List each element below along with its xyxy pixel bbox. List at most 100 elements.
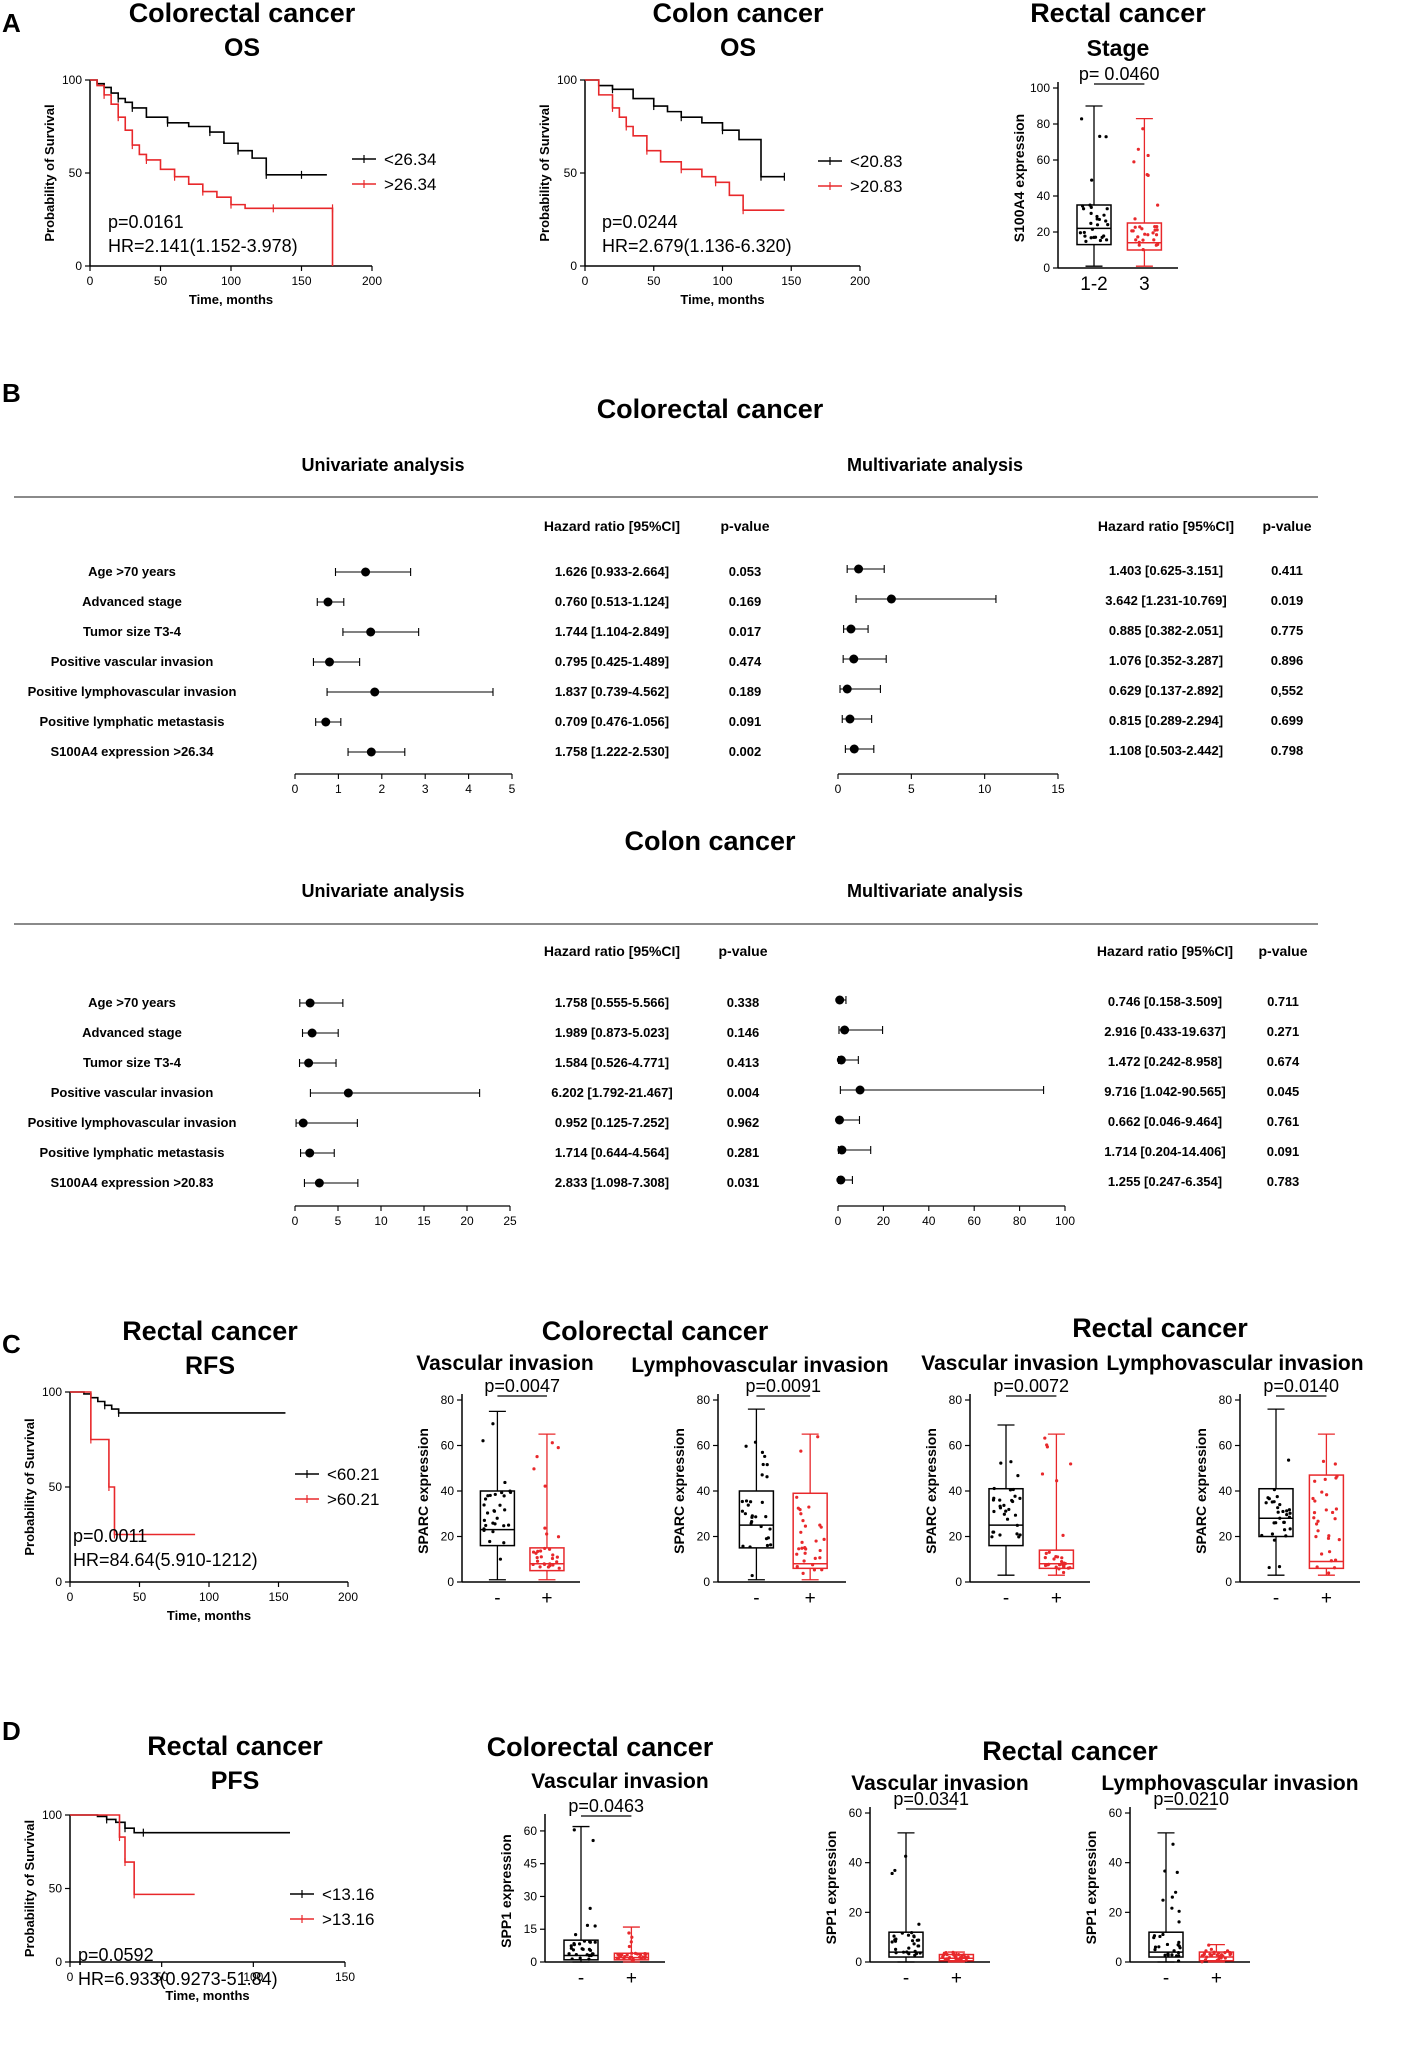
y-tick-label: 60 bbox=[441, 1439, 455, 1453]
data-point bbox=[543, 1546, 547, 1551]
y-tick-label: 0 bbox=[1115, 1955, 1122, 1969]
hr-value: 1.108 [0.503-2.442] bbox=[1109, 743, 1223, 758]
data-point bbox=[814, 1539, 818, 1543]
box-iqr bbox=[1258, 1487, 1294, 1538]
p-column-header: p-value bbox=[718, 943, 767, 959]
data-point bbox=[819, 1525, 823, 1529]
panel-label-b: B bbox=[2, 378, 21, 408]
p-value: 0.146 bbox=[727, 1025, 760, 1040]
survival-curve-high bbox=[585, 79, 785, 211]
data-point bbox=[587, 1947, 592, 1951]
data-point bbox=[630, 1951, 634, 1955]
box-iqr bbox=[563, 1939, 599, 1961]
p-value-label: p=0.0161 bbox=[108, 212, 184, 232]
data-point bbox=[912, 1942, 916, 1946]
x-axis-label: Time, months bbox=[165, 1988, 249, 2003]
hazard-ratio-point bbox=[837, 1145, 847, 1155]
x-tick-label: 0 bbox=[87, 274, 94, 288]
data-point bbox=[570, 1957, 574, 1961]
data-point bbox=[1043, 1563, 1048, 1568]
data-point bbox=[953, 1954, 957, 1958]
data-point bbox=[482, 1518, 486, 1522]
data-point bbox=[1287, 1508, 1292, 1512]
data-point bbox=[1004, 1509, 1008, 1513]
data-point bbox=[1272, 1538, 1277, 1542]
row-label: Positive lymphovascular invasion bbox=[28, 684, 237, 699]
data-point bbox=[768, 1527, 772, 1531]
data-point bbox=[500, 1490, 504, 1495]
legend-label: <60.21 bbox=[327, 1465, 379, 1484]
panel-label-c: C bbox=[2, 1329, 21, 1359]
data-point bbox=[964, 1958, 968, 1962]
hr-value: 0.629 [0.137-2.892] bbox=[1109, 683, 1223, 698]
data-point bbox=[482, 1527, 486, 1531]
x-tick-label: 50 bbox=[154, 274, 168, 288]
data-point bbox=[822, 1537, 826, 1541]
hazard-ratio-point bbox=[323, 597, 333, 607]
data-point bbox=[1084, 239, 1088, 243]
data-point bbox=[1209, 1947, 1213, 1951]
data-point bbox=[1106, 223, 1110, 227]
data-point bbox=[643, 1955, 648, 1959]
x-tick-label: 1 bbox=[335, 782, 342, 796]
p-value: 0.019 bbox=[1271, 593, 1304, 608]
data-point bbox=[1152, 238, 1156, 242]
data-point bbox=[535, 1556, 539, 1560]
data-point bbox=[1052, 1557, 1056, 1561]
x-tick-label: 10 bbox=[374, 1214, 388, 1228]
data-point bbox=[1272, 1488, 1277, 1492]
data-point bbox=[1202, 1952, 1207, 1956]
data-point bbox=[548, 1562, 552, 1566]
box-chart-c2: Vascular invasion 0 20 40 60 80 SPARC expressi… bbox=[415, 1352, 594, 1609]
data-point bbox=[1175, 1870, 1179, 1874]
data-point bbox=[1275, 1495, 1279, 1499]
data-point bbox=[588, 1906, 592, 1910]
data-point bbox=[1174, 1890, 1178, 1894]
data-point bbox=[1146, 153, 1150, 158]
hazard-ratio-point bbox=[845, 714, 855, 724]
data-point bbox=[630, 1935, 634, 1939]
data-point bbox=[1102, 213, 1106, 217]
data-point bbox=[890, 1871, 894, 1876]
y-tick-label: 40 bbox=[1037, 189, 1051, 203]
data-point bbox=[900, 1931, 904, 1935]
data-point bbox=[1055, 1479, 1059, 1483]
p-value: 0.896 bbox=[1271, 653, 1304, 668]
data-point bbox=[760, 1500, 764, 1505]
data-point bbox=[627, 1944, 631, 1949]
data-point bbox=[545, 1532, 549, 1536]
data-point bbox=[1136, 235, 1140, 239]
box-iqr bbox=[1076, 204, 1112, 246]
category-label: + bbox=[951, 1968, 962, 1989]
y-tick-label: 60 bbox=[849, 1806, 863, 1820]
data-point bbox=[1013, 1494, 1017, 1498]
y-tick-label: 20 bbox=[441, 1530, 455, 1544]
p-value: 0.281 bbox=[727, 1145, 760, 1160]
x-tick-label: 200 bbox=[850, 274, 870, 288]
d-rectal-header: Rectal cancer bbox=[982, 1736, 1158, 1766]
data-point bbox=[1043, 1436, 1047, 1440]
data-point bbox=[1133, 225, 1137, 229]
data-point bbox=[567, 1952, 571, 1956]
p-column-header: p-value bbox=[1258, 943, 1307, 959]
hazard-ratio-point bbox=[835, 995, 845, 1005]
y-tick-label: 100 bbox=[557, 73, 577, 87]
data-point bbox=[1320, 1490, 1324, 1494]
category-label: - bbox=[578, 1968, 584, 1989]
forest-chart-b4: Multivariate analysis Hazard ratio [95%CI… bbox=[835, 881, 1308, 1228]
category-label: - bbox=[903, 1968, 909, 1989]
data-point bbox=[1089, 236, 1093, 240]
y-tick-label: 60 bbox=[697, 1439, 711, 1453]
box-chart-c3: Lymphovascular invasion 0 20 40 60 80 SPARC ex… bbox=[631, 1354, 888, 1609]
p-value: 0.962 bbox=[727, 1115, 760, 1130]
x-tick-label: 2 bbox=[378, 782, 385, 796]
chart-title: Vascular invasion bbox=[416, 1352, 593, 1375]
data-point bbox=[531, 1562, 535, 1567]
data-point bbox=[1152, 1936, 1156, 1940]
x-tick-label: 100 bbox=[199, 1590, 219, 1604]
x-tick-label: 150 bbox=[268, 1590, 288, 1604]
data-point bbox=[818, 1548, 822, 1553]
data-point bbox=[1133, 217, 1137, 221]
y-tick-label: 60 bbox=[1037, 153, 1051, 167]
y-axis-label: SPARC expression bbox=[415, 1428, 431, 1554]
